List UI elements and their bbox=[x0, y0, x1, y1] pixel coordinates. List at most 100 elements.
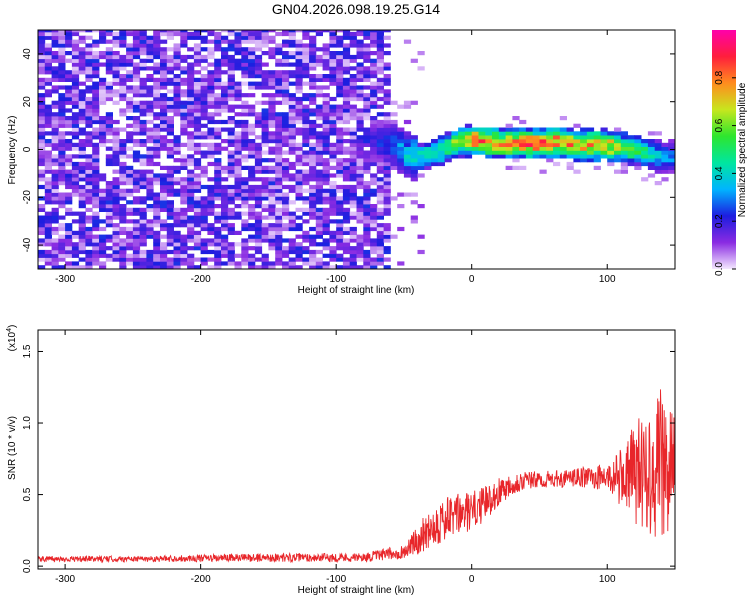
spectrogram-cell bbox=[153, 230, 161, 235]
spectrogram-cell bbox=[342, 261, 351, 266]
spectrogram-cell bbox=[221, 234, 229, 239]
spectrogram-cell bbox=[139, 181, 147, 186]
spectrogram-cell bbox=[92, 100, 100, 105]
spectrogram-cell bbox=[227, 58, 235, 63]
spectrogram-cell bbox=[349, 116, 357, 121]
spectrogram-cell bbox=[586, 158, 595, 163]
spectrogram-cell bbox=[376, 62, 384, 67]
spectrogram-cell bbox=[336, 39, 344, 44]
spectrogram-cell bbox=[261, 35, 269, 40]
spectrogram-cell bbox=[322, 51, 330, 56]
spectrogram-cell bbox=[248, 74, 256, 79]
spectrogram-cell bbox=[187, 74, 195, 79]
spectrogram-cell bbox=[119, 112, 127, 117]
spectrogram-cell bbox=[51, 188, 59, 193]
spectrogram-cell bbox=[329, 211, 337, 216]
spectrogram-cell bbox=[207, 226, 215, 232]
spectrogram-cell bbox=[275, 207, 283, 212]
spectrogram-cell bbox=[566, 154, 574, 159]
spectrogram-cell bbox=[85, 135, 93, 140]
spectrogram-cell bbox=[261, 127, 269, 132]
spectrogram-cell bbox=[390, 119, 398, 125]
spectrogram-cell bbox=[112, 43, 120, 48]
spectrogram-cell bbox=[546, 131, 554, 136]
spectrogram-cell bbox=[376, 85, 384, 90]
spectrogram-cell bbox=[519, 142, 527, 147]
spectrogram-cell bbox=[268, 123, 276, 128]
spectrogram-cell bbox=[132, 219, 141, 224]
spectrogram-cell bbox=[65, 234, 73, 239]
spectrogram-cell bbox=[363, 35, 371, 40]
spectrogram-cell bbox=[132, 127, 141, 132]
spectrogram-cell bbox=[254, 158, 263, 163]
spectrogram-cell bbox=[105, 192, 113, 197]
spectrogram-cell bbox=[275, 85, 283, 90]
spectrogram-cell bbox=[390, 150, 398, 155]
spectrogram-cell bbox=[546, 146, 554, 151]
spectrogram-cell bbox=[302, 219, 310, 224]
spectrogram-cell bbox=[370, 85, 378, 90]
spectrogram-cell bbox=[92, 85, 100, 90]
spectrogram-cell bbox=[166, 165, 174, 170]
spectrogram-cell bbox=[424, 165, 432, 170]
spectrogram-cell bbox=[139, 196, 147, 201]
spectrogram-cell bbox=[99, 51, 107, 56]
spectrogram-cell bbox=[302, 74, 310, 79]
spectrogram-cell bbox=[383, 66, 391, 71]
spectrogram-cell bbox=[71, 242, 80, 247]
spectrogram-cell bbox=[437, 154, 445, 159]
spectrogram-cell bbox=[112, 77, 120, 82]
spectrogram-cell bbox=[383, 135, 391, 140]
spectrogram-cell bbox=[105, 31, 113, 37]
spectrogram-cell bbox=[342, 116, 351, 121]
spectrogram-cell bbox=[268, 54, 276, 60]
spectrogram-cell bbox=[38, 173, 46, 178]
spectrogram-cell bbox=[99, 173, 107, 178]
spectrogram-cell bbox=[126, 181, 134, 186]
colorbar: 0.00.20.40.60.8 Normalized spectral ampl… bbox=[712, 30, 748, 276]
spectrogram-cell bbox=[322, 177, 330, 182]
spectrogram-cell bbox=[92, 150, 100, 155]
spectrogram-cell bbox=[193, 43, 202, 48]
spectrogram-cell bbox=[261, 158, 269, 163]
spectrogram-cell bbox=[403, 150, 412, 155]
spectrogram-cell bbox=[44, 215, 52, 220]
spectrogram-cell bbox=[349, 104, 357, 109]
spectrogram-cell bbox=[146, 184, 154, 190]
spectrogram-cell bbox=[261, 77, 269, 82]
spectrogram-cell bbox=[132, 39, 141, 44]
spectrogram-cell bbox=[329, 77, 337, 82]
spectrogram-cell bbox=[160, 242, 168, 247]
spectrogram-cell bbox=[214, 211, 222, 216]
spectrogram-cell bbox=[214, 70, 222, 75]
spectrogram-cell bbox=[505, 139, 513, 144]
snr-x-tick-label: -300 bbox=[55, 574, 75, 585]
spectrogram-cell bbox=[288, 119, 296, 125]
spectrogram-cell bbox=[349, 85, 357, 90]
spectrogram-cell bbox=[478, 131, 486, 136]
spectrogram-cell bbox=[241, 31, 249, 37]
spectrogram-cell bbox=[139, 253, 147, 258]
spectrogram-cell bbox=[254, 219, 263, 224]
spectrogram-cell bbox=[132, 169, 141, 174]
spectrogram-cell bbox=[85, 96, 93, 102]
spectrogram-cell bbox=[315, 219, 323, 224]
spectrogram-cell bbox=[78, 184, 86, 190]
spectrogram-cell bbox=[132, 177, 141, 182]
spectrogram-cell bbox=[342, 230, 351, 235]
spectrogram-cell bbox=[180, 43, 188, 48]
spectrogram-cell bbox=[295, 169, 303, 174]
spectrogram-cell bbox=[600, 142, 608, 147]
spectrogram-cell bbox=[44, 62, 52, 67]
spectrogram-cell bbox=[288, 123, 296, 128]
spectrogram-cell bbox=[58, 108, 66, 113]
spectrogram-cell bbox=[58, 181, 66, 186]
spectrogram-cell bbox=[173, 188, 181, 193]
spectrogram-cell bbox=[207, 204, 215, 209]
spectrogram-cell bbox=[71, 30, 80, 33]
spectrogram-cell bbox=[214, 169, 222, 174]
spectrogram-cell bbox=[254, 200, 263, 205]
spectrogram-cell bbox=[363, 70, 371, 75]
spectrogram-cell bbox=[329, 31, 337, 37]
spectrogram-cell bbox=[71, 100, 80, 105]
